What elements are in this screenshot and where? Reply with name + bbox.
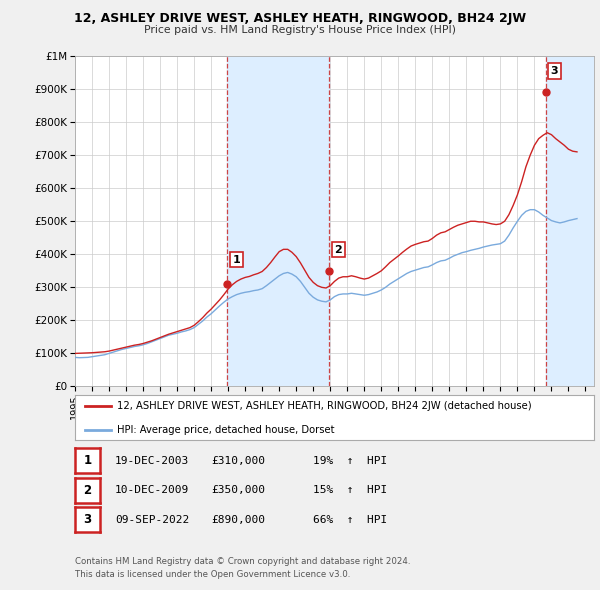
Text: This data is licensed under the Open Government Licence v3.0.: This data is licensed under the Open Gov… bbox=[75, 571, 350, 579]
Text: HPI: Average price, detached house, Dorset: HPI: Average price, detached house, Dors… bbox=[116, 425, 334, 435]
Text: 1: 1 bbox=[233, 254, 241, 264]
Text: 12, ASHLEY DRIVE WEST, ASHLEY HEATH, RINGWOOD, BH24 2JW: 12, ASHLEY DRIVE WEST, ASHLEY HEATH, RIN… bbox=[74, 12, 526, 25]
Text: £890,000: £890,000 bbox=[211, 515, 265, 525]
Text: 09-SEP-2022: 09-SEP-2022 bbox=[115, 515, 190, 525]
Text: 10-DEC-2009: 10-DEC-2009 bbox=[115, 486, 190, 495]
Text: 66%  ↑  HPI: 66% ↑ HPI bbox=[313, 515, 388, 525]
Text: 3: 3 bbox=[550, 66, 558, 76]
Bar bbox=[546, 56, 594, 386]
Text: 3: 3 bbox=[83, 513, 92, 526]
Bar bbox=[227, 56, 329, 386]
Text: Contains HM Land Registry data © Crown copyright and database right 2024.: Contains HM Land Registry data © Crown c… bbox=[75, 558, 410, 566]
Text: Price paid vs. HM Land Registry's House Price Index (HPI): Price paid vs. HM Land Registry's House … bbox=[144, 25, 456, 35]
Text: 15%  ↑  HPI: 15% ↑ HPI bbox=[313, 486, 388, 495]
Text: 2: 2 bbox=[334, 245, 342, 255]
Text: 1: 1 bbox=[83, 454, 92, 467]
Text: £350,000: £350,000 bbox=[211, 486, 265, 495]
Text: 12, ASHLEY DRIVE WEST, ASHLEY HEATH, RINGWOOD, BH24 2JW (detached house): 12, ASHLEY DRIVE WEST, ASHLEY HEATH, RIN… bbox=[116, 401, 531, 411]
Text: 19-DEC-2003: 19-DEC-2003 bbox=[115, 456, 190, 466]
Text: £310,000: £310,000 bbox=[211, 456, 265, 466]
Text: 19%  ↑  HPI: 19% ↑ HPI bbox=[313, 456, 388, 466]
Text: 2: 2 bbox=[83, 484, 92, 497]
